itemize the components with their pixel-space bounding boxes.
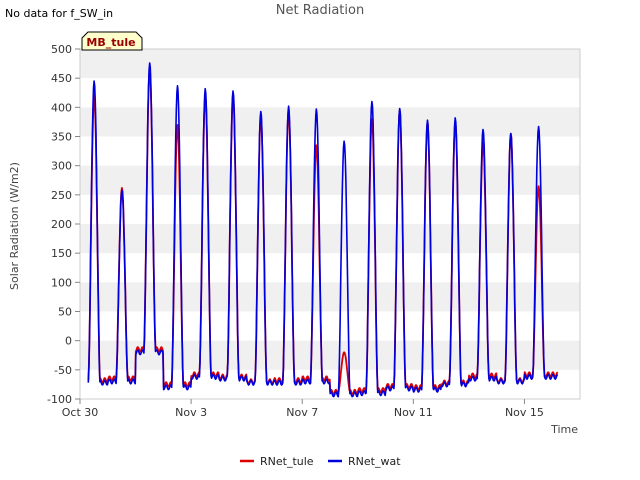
y-tick-label: 100 <box>51 276 72 289</box>
y-tick-label: 150 <box>51 247 72 260</box>
series-line-RNet_wat <box>87 62 559 398</box>
series-lines <box>87 62 559 398</box>
x-tick-label: Nov 7 <box>286 406 318 419</box>
y-tick-label: 300 <box>51 160 72 173</box>
grid-band <box>80 49 580 79</box>
site-badge: MB_tule <box>81 31 143 51</box>
y-axis: -100 -50 0 50 100 150 200 250 300 350 400 450 500 <box>47 43 80 406</box>
grid-band <box>80 282 580 312</box>
y-tick-label: 400 <box>51 101 72 114</box>
grid-band <box>80 107 580 137</box>
grid-band <box>80 224 580 254</box>
y-tick-label: 350 <box>51 131 72 144</box>
grid-band <box>80 165 580 195</box>
x-tick-label: Nov 15 <box>505 406 544 419</box>
site-badge-label: MB_tule <box>86 36 135 49</box>
y-tick-label: 200 <box>51 218 72 231</box>
x-axis-label: Time <box>550 423 578 436</box>
y-tick-label: -50 <box>54 364 72 377</box>
legend-label: RNet_tule <box>260 455 314 468</box>
y-axis-label: Solar Radiation (W/m2) <box>8 162 21 290</box>
y-tick-label: 0 <box>65 335 72 348</box>
y-tick-label: 50 <box>58 306 72 319</box>
legend-label: RNet_wat <box>348 455 401 468</box>
y-tick-label: 450 <box>51 72 72 85</box>
grid-bands <box>80 49 580 370</box>
no-data-note: No data for f_SW_in <box>5 7 114 20</box>
x-tick-label: Nov 11 <box>394 406 433 419</box>
y-tick-label: -100 <box>47 393 72 406</box>
x-tick-label: Oct 30 <box>62 406 99 419</box>
y-tick-label: 500 <box>51 43 72 56</box>
x-axis: Oct 30 Nov 3 Nov 7 Nov 11 Nov 15 <box>62 399 544 419</box>
legend: RNet_tule RNet_wat <box>240 455 401 468</box>
chart-title: Net Radiation <box>275 3 365 18</box>
y-tick-label: 250 <box>51 189 72 202</box>
x-tick-label: Nov 3 <box>175 406 207 419</box>
